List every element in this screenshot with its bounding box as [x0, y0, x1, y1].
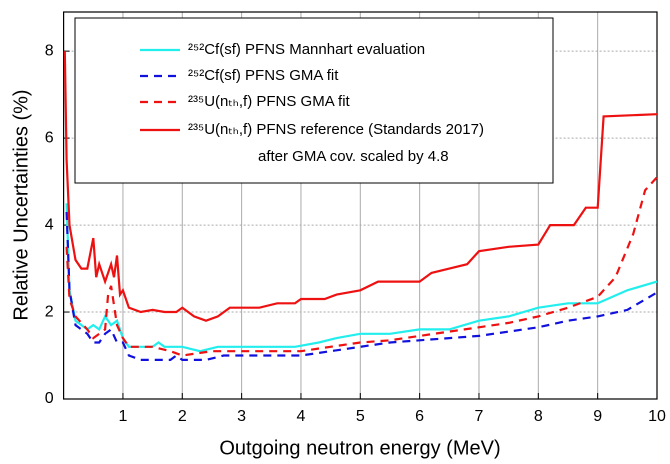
x-tick-label: 8 — [534, 408, 543, 425]
x-tick-label: 9 — [593, 408, 602, 425]
series-line — [65, 211, 658, 361]
y-tick-label: 8 — [45, 42, 54, 59]
x-axis-label: Outgoing neutron energy (MeV) — [219, 437, 500, 459]
y-tick-label: 4 — [45, 216, 54, 233]
x-tick-label: 2 — [178, 408, 187, 425]
legend-label: ²³⁵U(nₜₕ,f) PFNS reference (Standards 20… — [188, 121, 484, 138]
x-tick-label: 5 — [356, 408, 365, 425]
y-tick-label: 0 — [45, 390, 54, 407]
series-line — [65, 203, 658, 353]
legend-label: ²⁵²Cf(sf) PFNS GMA fit — [188, 67, 339, 84]
y-tick-label: 2 — [45, 303, 54, 320]
plot-frame — [62, 11, 658, 400]
x-tick-label: 1 — [118, 408, 127, 425]
x-tick-label: 3 — [237, 408, 246, 425]
x-tick-label: 10 — [648, 408, 666, 425]
annotation: after GMA cov. scaled by 4.8 — [258, 148, 449, 165]
x-tick-label: 4 — [297, 408, 306, 425]
legend-label: ²⁵²Cf(sf) PFNS Mannhart evaluation — [188, 41, 425, 58]
y-tick-label: 6 — [45, 129, 54, 146]
series-line — [63, 51, 658, 322]
legend-label: ²³⁵U(nₜₕ,f) PFNS GMA fit — [188, 93, 351, 110]
x-tick-label: 6 — [415, 408, 424, 425]
series-line — [65, 176, 658, 357]
legend-box — [74, 17, 554, 184]
x-tick-label: 7 — [475, 408, 484, 425]
y-axis-label: Relative Uncertainties (%) — [10, 89, 32, 320]
